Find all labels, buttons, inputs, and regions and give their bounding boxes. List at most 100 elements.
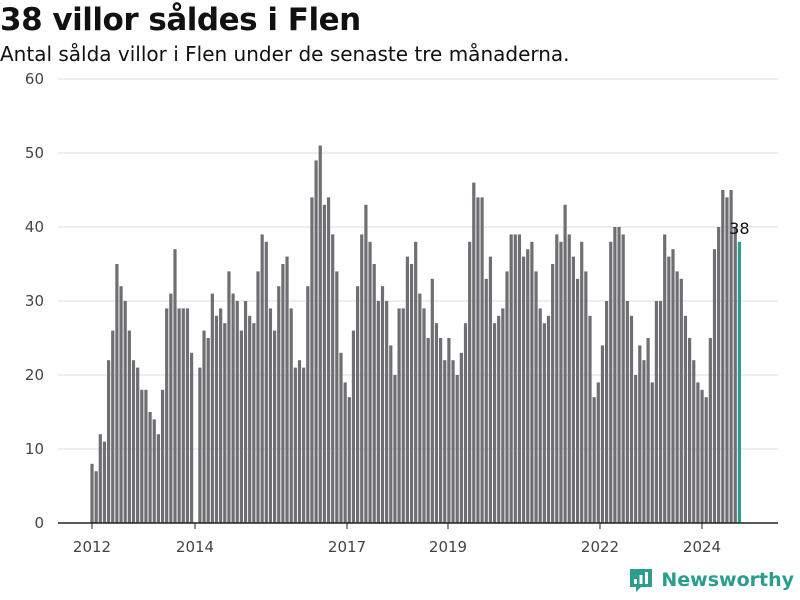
bar (318, 145, 322, 523)
bar (136, 367, 140, 523)
y-tick-label: 30 (25, 292, 44, 310)
bar (393, 375, 397, 523)
bar (248, 315, 252, 523)
bar (459, 352, 463, 523)
bar (588, 315, 592, 523)
bar (277, 286, 281, 523)
bar (559, 241, 563, 524)
bar (522, 256, 526, 523)
bar (704, 397, 708, 523)
bar-series: 38 (90, 145, 750, 524)
bar (198, 367, 202, 523)
bar (127, 330, 131, 523)
bar (102, 441, 107, 523)
bar (692, 360, 696, 523)
bar (476, 197, 480, 523)
bar (339, 352, 343, 523)
highlight-value-label: 38 (729, 219, 749, 238)
bar (683, 315, 688, 523)
bar (688, 338, 692, 523)
bar (733, 227, 737, 523)
bar (347, 397, 351, 523)
bar (646, 338, 650, 523)
bar (430, 278, 434, 523)
bar (160, 389, 165, 523)
bar (281, 264, 285, 523)
bar (638, 345, 642, 523)
bar (712, 249, 717, 523)
bar (426, 338, 430, 523)
bar-chart-badge-icon (630, 569, 653, 592)
bar (243, 301, 248, 523)
bar (617, 227, 621, 523)
bar (190, 352, 194, 523)
bar (372, 264, 376, 523)
bar (401, 308, 405, 523)
bar (517, 234, 522, 523)
bar (447, 338, 451, 523)
bar (389, 345, 393, 523)
bar (696, 382, 700, 523)
bar (335, 271, 339, 523)
bar (409, 264, 414, 523)
bar (385, 301, 389, 523)
bar (571, 256, 575, 523)
bar (451, 360, 455, 523)
bar (181, 308, 185, 523)
bar (443, 360, 447, 523)
bar (252, 323, 256, 523)
bar (472, 182, 476, 523)
brand-name: Newsworthy (661, 569, 794, 591)
bar (596, 382, 600, 523)
bar (368, 241, 372, 524)
x-tick-label: 2019 (429, 538, 467, 556)
bar (534, 271, 538, 523)
bar (343, 382, 347, 523)
y-tick-label: 20 (25, 366, 44, 384)
bar (152, 419, 156, 523)
bar (356, 286, 360, 523)
bar (235, 301, 239, 523)
bar (575, 278, 580, 523)
bar (679, 278, 683, 523)
x-tick-label: 2017 (328, 538, 366, 556)
bar (351, 330, 356, 523)
bar (725, 197, 729, 523)
bar (90, 463, 94, 523)
bar (439, 338, 443, 523)
bar (629, 315, 634, 523)
bar (418, 293, 422, 523)
bar (671, 249, 675, 523)
bar (119, 286, 123, 523)
newsworthy-logo: Newsworthy (627, 566, 794, 594)
bar (505, 271, 509, 523)
highlight-bar (737, 241, 741, 524)
bar (239, 330, 243, 523)
bar (260, 234, 264, 523)
bar (156, 434, 160, 523)
bar (223, 323, 227, 523)
bar (273, 330, 277, 523)
bar (285, 256, 289, 523)
bar (650, 382, 654, 523)
bar (148, 412, 152, 523)
bar (642, 360, 646, 523)
bar (621, 234, 625, 523)
bar (206, 338, 210, 523)
y-tick-label: 60 (25, 70, 44, 88)
bar (98, 434, 102, 523)
bar (227, 271, 231, 523)
bar (484, 278, 488, 523)
bar (700, 389, 704, 523)
chart-title: 38 villor såldes i Flen (0, 2, 361, 38)
bar (463, 323, 468, 523)
bar (422, 308, 426, 523)
bar (306, 286, 310, 523)
y-tick-label: 40 (25, 218, 44, 236)
bar (634, 375, 638, 523)
bar (144, 389, 148, 523)
bar (111, 330, 115, 523)
bar (302, 367, 306, 523)
bar (600, 345, 605, 523)
bar (380, 286, 385, 523)
